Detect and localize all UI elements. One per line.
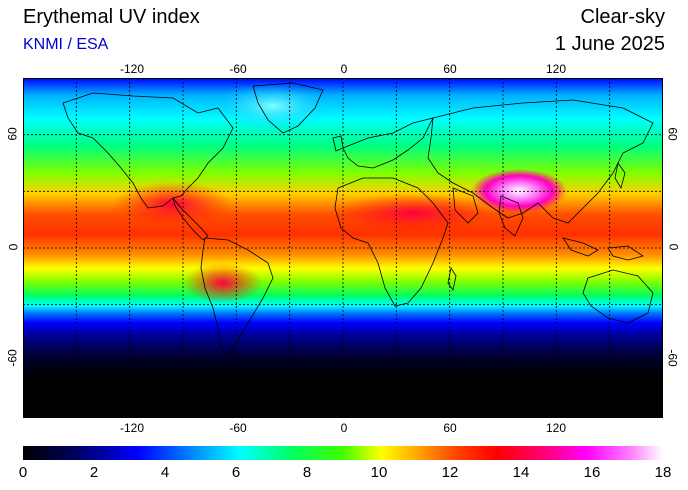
colorbar-label-16: 16 xyxy=(583,464,601,481)
lat-label-left-2: 0 xyxy=(6,243,21,251)
uv-index-map xyxy=(23,78,663,418)
map-title: Erythemal UV index xyxy=(23,6,200,28)
colorbar-label-12: 12 xyxy=(441,464,459,481)
lon-label-top-5: 120 xyxy=(545,62,567,76)
lat-label-right-2: 0 xyxy=(666,243,681,251)
lon-label-bottom-5: 120 xyxy=(545,421,567,435)
lat-label-right-3: -60 xyxy=(665,349,680,367)
lat-label-left-1: 60 xyxy=(5,127,20,141)
colorbar-label-10: 10 xyxy=(370,464,388,481)
colorbar-label-8: 8 xyxy=(302,464,312,481)
lat-label-left-3: -60 xyxy=(5,349,20,367)
colorbar-label-14: 14 xyxy=(512,464,530,481)
colorbar-label-4: 4 xyxy=(160,464,170,481)
sky-condition: Clear-sky xyxy=(580,6,665,28)
colorbar-label-6: 6 xyxy=(231,464,241,481)
lon-label-top-4: 60 xyxy=(443,62,457,76)
lon-label-top-2: -60 xyxy=(229,62,247,76)
lon-label-bottom-2: -60 xyxy=(229,421,247,435)
graticule xyxy=(23,78,663,418)
colorbar-label-2: 2 xyxy=(89,464,99,481)
lon-label-bottom-1: -120 xyxy=(119,421,145,435)
lon-label-bottom-4: 60 xyxy=(443,421,457,435)
uv-colorbar xyxy=(23,446,663,460)
lon-label-top-1: -120 xyxy=(119,62,145,76)
lat-label-right-1: 60 xyxy=(665,127,680,141)
coastlines xyxy=(62,82,663,359)
map-date: 1 June 2025 xyxy=(554,33,665,55)
map-credit: KNMI / ESA xyxy=(23,36,109,53)
lon-label-top-3: 0 xyxy=(340,62,348,76)
colorbar-label-18: 18 xyxy=(654,464,672,481)
colorbar-label-0: 0 xyxy=(18,464,28,481)
lon-label-bottom-3: 0 xyxy=(340,421,348,435)
